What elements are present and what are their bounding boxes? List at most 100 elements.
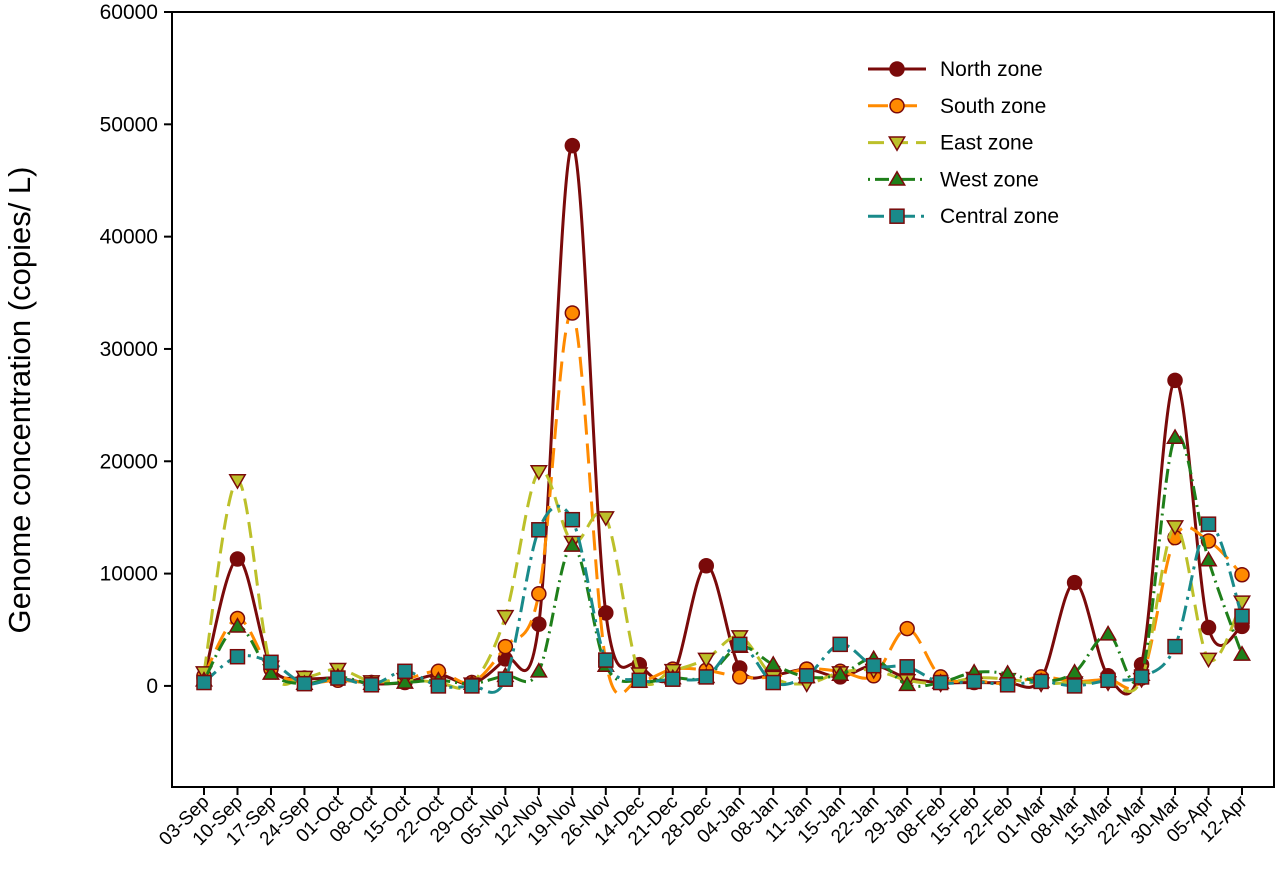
series-central-zone [196, 504, 1250, 694]
data-point [798, 668, 815, 684]
data-point [397, 663, 413, 680]
data-point [496, 609, 515, 626]
data-point [697, 652, 716, 669]
data-point [1133, 669, 1150, 685]
data-point [464, 678, 480, 694]
data-point [1234, 566, 1250, 583]
data-point [865, 657, 882, 674]
data-point [898, 675, 917, 692]
legend-label: East zone [940, 132, 1033, 155]
data-point [1167, 372, 1183, 389]
legend-marker [889, 208, 905, 224]
data-point [363, 677, 380, 693]
data-point [832, 636, 848, 653]
data-point [765, 674, 781, 691]
data-point [531, 522, 547, 538]
y-tick-label: 50000 [100, 113, 158, 136]
legend-item: North zone [868, 58, 1043, 81]
y-axis: 0 10000 20000 30000 40000 50000 60000 [100, 1, 172, 698]
data-point [564, 137, 581, 154]
y-tick-label: 40000 [100, 226, 158, 249]
data-point [698, 669, 715, 685]
series-line [202, 433, 1244, 688]
x-axis: 03-Sep10-Sep17-Sep24-Sep01-Oct08-Oct15-O… [155, 787, 1252, 850]
data-point [229, 551, 246, 567]
legend: North zone South zone East zone West zone Ce… [868, 58, 1059, 228]
data-point [228, 474, 247, 490]
data-point [1099, 625, 1118, 641]
data-point [196, 674, 212, 691]
data-point [1100, 672, 1116, 689]
data-point [631, 672, 648, 689]
series-layer [194, 137, 1252, 696]
plot-area-frame [171, 11, 1275, 788]
y-tick-label: 30000 [100, 338, 158, 361]
data-point [999, 677, 1016, 693]
data-point [596, 511, 615, 527]
data-point [1065, 663, 1084, 679]
data-point [966, 673, 982, 690]
data-point [531, 616, 547, 632]
data-point [529, 465, 548, 481]
data-point [1232, 645, 1252, 661]
legend-label: Central zone [940, 205, 1059, 228]
series-north-zone [196, 137, 1250, 696]
data-point [330, 670, 346, 686]
legend-marker [889, 98, 905, 114]
legend-item: West zone [868, 168, 1039, 191]
legend-item: East zone [868, 132, 1033, 155]
y-tick-label: 0 [146, 675, 158, 698]
data-point [932, 674, 949, 691]
data-point [229, 648, 246, 665]
y-axis-title: Genome concentration (copies/ L) [2, 167, 37, 634]
y-tick-label: 20000 [100, 450, 158, 473]
data-point [296, 675, 313, 692]
y-tick-label: 60000 [100, 1, 158, 24]
legend-marker [889, 61, 905, 77]
data-point [598, 605, 614, 621]
data-point [1066, 574, 1083, 591]
data-point [1033, 673, 1049, 690]
series-line [202, 311, 1244, 696]
data-point [1199, 652, 1218, 669]
data-point [831, 665, 850, 682]
data-point [1166, 520, 1185, 536]
data-point [529, 662, 548, 678]
y-tick-label: 10000 [100, 563, 158, 586]
data-point [598, 652, 614, 668]
data-point [497, 671, 514, 687]
data-point [395, 673, 414, 689]
series-line [202, 144, 1243, 696]
data-point [1167, 638, 1183, 655]
legend-label: South zone [940, 95, 1046, 118]
data-point [899, 620, 915, 637]
data-point [564, 305, 581, 321]
data-point [563, 536, 582, 552]
legend-label: North zone [940, 58, 1043, 81]
data-point [497, 638, 514, 655]
series-west-zone [194, 428, 1252, 692]
data-point [665, 671, 681, 687]
data-point [764, 655, 783, 671]
data-point [1166, 428, 1185, 445]
legend-marker [887, 170, 907, 186]
series-line [203, 504, 1244, 694]
legend-item: Central zone [868, 205, 1059, 228]
data-point [564, 511, 581, 528]
legend-marker [887, 136, 907, 152]
legend-label: West zone [940, 168, 1039, 191]
data-point [1200, 516, 1217, 532]
legend-item: South zone [868, 95, 1046, 118]
series-south-zone [196, 305, 1250, 696]
data-point [1234, 608, 1250, 625]
data-point [731, 636, 748, 653]
data-point [1066, 678, 1083, 694]
data-point [531, 586, 547, 602]
data-point [261, 664, 280, 680]
series-line [202, 468, 1244, 693]
data-point [228, 617, 247, 633]
data-point [1199, 550, 1218, 567]
data-point [899, 659, 915, 675]
data-point [263, 654, 279, 671]
